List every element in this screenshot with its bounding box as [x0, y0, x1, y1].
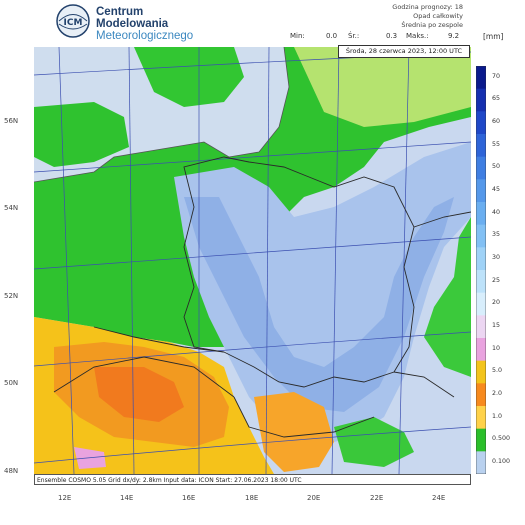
country-borders	[53, 156, 471, 438]
units-label: [mm]	[483, 32, 504, 41]
lon-label-14e: 14E	[120, 494, 134, 502]
colorbar-tick-label: 1.0	[492, 412, 503, 420]
precipitation-map	[34, 47, 471, 474]
sea-green-patch-2	[134, 47, 244, 107]
lat-label-56n: 56N	[4, 117, 19, 125]
green-east-lower	[424, 217, 471, 377]
mean-value: 0.3	[386, 32, 398, 40]
colorbar	[476, 66, 486, 474]
colorbar-tick-label: 55	[492, 140, 501, 148]
colorbar-segment	[476, 292, 486, 316]
lon-label-24e: 24E	[432, 494, 446, 502]
coastline	[34, 47, 290, 183]
ensemble-subtitle: Średnia po zespole	[401, 21, 463, 29]
colorbar-tick-label: 0.500	[492, 435, 511, 443]
colorbar-segment	[476, 315, 486, 339]
colorbar-tick-label: 45	[492, 186, 501, 193]
blue-band-inner	[184, 197, 454, 412]
colorbar-segment	[476, 360, 486, 384]
lon-label-22e: 22E	[370, 494, 384, 502]
orange-dark-patch	[94, 367, 184, 422]
lat-label-52n: 52N	[4, 292, 19, 300]
colorbar-tick-label: 50	[492, 163, 501, 171]
colorbar-tick-label: 35	[492, 231, 501, 239]
orange-south-patch	[254, 392, 334, 472]
colorbar-tick-label: 0.100	[492, 458, 511, 465]
max-value: 9.2	[448, 32, 460, 40]
colorbar-tick-label: 2.0	[492, 390, 503, 397]
logo-text: ICM	[64, 18, 83, 28]
colorbar-tick-label: 60	[492, 118, 501, 125]
colorbar-segment	[476, 156, 486, 180]
colorbar-segment	[476, 134, 486, 158]
lat-label-54n: 54N	[4, 204, 19, 212]
colorbar-segment	[476, 451, 486, 474]
min-value: 0.0	[326, 32, 338, 40]
colorbar-segment	[476, 66, 486, 90]
colorbar-tick-label: 40	[492, 208, 501, 216]
lat-label-48n: 48N	[4, 467, 19, 475]
colorbar-segment	[476, 179, 486, 203]
colorbar-segment	[476, 383, 486, 407]
colorbar-tick-label: 5.0	[492, 367, 503, 375]
blue-band-central	[174, 142, 471, 447]
header: ICM Centrum Modelowania Meteorologiczneg…	[0, 0, 525, 46]
sea-green-patch	[34, 102, 129, 167]
colorbar-segment	[476, 88, 486, 112]
lat-label-50n: 50N	[4, 379, 19, 387]
min-label: Min:	[290, 32, 305, 40]
colorbar-tick-label: 15	[492, 322, 501, 329]
colorbar-segment	[476, 270, 486, 294]
colorbar-segment	[476, 338, 486, 362]
colorbar-segment	[476, 202, 486, 226]
colorbar-segment	[476, 428, 486, 452]
graticule	[34, 47, 471, 474]
colorbar-tick-label: 65	[492, 95, 501, 103]
lon-label-12e: 12E	[58, 494, 72, 502]
icm-logo-icon: ICM	[56, 4, 90, 38]
lon-label-20e: 20E	[307, 494, 321, 502]
valid-time-box: Środa, 28 czerwca 2023, 12:00 UTC	[338, 45, 470, 58]
colorbar-tick-label: 10	[492, 344, 501, 352]
forecast-hour: Godzina prognozy: 18	[392, 3, 463, 11]
colorbar-segment	[476, 406, 486, 430]
colorbar-tick-label: 25	[492, 276, 501, 284]
brand-line-2: Modelowania	[96, 18, 169, 30]
colorbar-tick-label: 20	[492, 299, 501, 307]
brand-line-1: Centrum	[96, 6, 144, 18]
colorbar-segment	[476, 224, 486, 248]
colorbar-tick-label: 30	[492, 254, 501, 261]
lon-label-16e: 16E	[182, 494, 196, 502]
max-label: Maks.:	[406, 32, 429, 40]
colorbar-segment	[476, 111, 486, 135]
green-south-patch	[334, 417, 414, 467]
lon-label-18e: 18E	[245, 494, 259, 502]
model-footer: Ensemble COSMO 5.05 Grid dx/dy: 2.8km In…	[34, 474, 471, 485]
colorbar-tick-label: 70	[492, 72, 501, 80]
mean-label: Śr.:	[348, 32, 360, 40]
brand-line-3: Meteorologicznego	[96, 30, 194, 42]
variable-name: Opad całkowity	[413, 12, 463, 20]
colorbar-segment	[476, 247, 486, 271]
